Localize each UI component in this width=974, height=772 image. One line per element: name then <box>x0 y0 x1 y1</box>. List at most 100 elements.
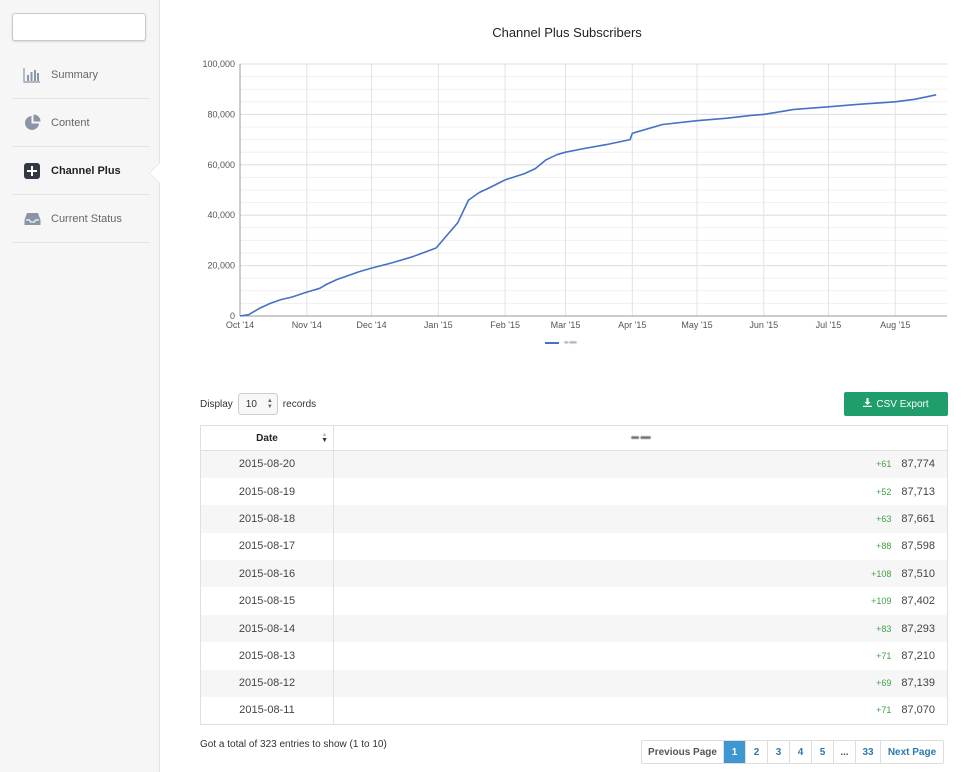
records-label: records <box>282 398 317 410</box>
subscribers-table: Date ▲ ▼ ••• •••• 2015-08-20 +61 87,774 2015… <box>200 425 948 725</box>
pie-chart-icon <box>23 114 41 132</box>
x-tick-label: Aug '15 <box>880 320 910 330</box>
csv-export-button[interactable]: CSV Export <box>844 392 948 416</box>
row-delta: +88 <box>876 541 892 552</box>
row-value-cell: +108 87,510 <box>333 560 948 588</box>
y-tick-label: 100,000 <box>202 59 235 69</box>
x-tick-label: Jan '15 <box>424 320 453 330</box>
table-row: 2015-08-13 +71 87,210 <box>200 642 948 670</box>
pagination: Previous Page 1 2 3 4 5 ... 33 Next Page <box>641 740 944 764</box>
row-total: 87,774 <box>901 458 935 471</box>
row-delta: +108 <box>871 568 892 579</box>
table-row: 2015-08-20 +61 87,774 <box>200 450 948 478</box>
y-tick-label: 20,000 <box>207 261 235 271</box>
value-header-label: ••• •••• <box>630 432 651 444</box>
next-page-button[interactable]: Next Page <box>887 746 937 758</box>
sidebar-item-label: Channel Plus <box>51 164 121 177</box>
row-delta: +109 <box>871 596 892 607</box>
x-tick-label: Nov '14 <box>292 320 322 330</box>
y-tick-label: 60,000 <box>207 160 235 170</box>
row-delta: +63 <box>876 513 892 524</box>
row-date: 2015-08-17 <box>200 532 334 561</box>
x-tick-label: Dec '14 <box>356 320 386 330</box>
x-tick-label: Jun '15 <box>749 320 778 330</box>
row-total: 87,713 <box>901 485 935 498</box>
page-button-5[interactable]: 5 <box>812 741 834 763</box>
table-row: 2015-08-18 +63 87,661 <box>200 505 948 533</box>
records-per-page-select[interactable]: 10 ▲ ▼ <box>237 393 278 415</box>
records-value: 10 <box>245 398 257 410</box>
inbox-icon <box>23 210 41 228</box>
series-line-0 <box>239 94 937 317</box>
row-delta: +71 <box>876 705 892 716</box>
page-button-1[interactable]: 1 <box>724 741 746 763</box>
table-row: 2015-08-12 +69 87,139 <box>200 669 948 698</box>
page-button-33[interactable]: 33 <box>856 741 881 763</box>
sort-desc-icon: ▲ ▼ <box>321 432 328 444</box>
row-date: 2015-08-16 <box>200 560 334 588</box>
sidebar: Summary Content Channel Plus Current Sta… <box>0 0 160 772</box>
table-row: 2015-08-14 +83 87,293 <box>200 614 948 643</box>
legend-label: •• •••• <box>564 338 577 347</box>
legend-line-swatch <box>545 341 559 344</box>
records-control: Display 10 ▲ ▼ records <box>200 393 316 415</box>
x-tick-label: Oct '14 <box>226 320 254 330</box>
x-tick-label: Jul '15 <box>816 320 842 330</box>
page-button-3[interactable]: 3 <box>768 741 790 763</box>
row-value-cell: +109 87,402 <box>334 587 948 614</box>
sidebar-item-label: Summary <box>51 68 99 81</box>
x-tick-label: May '15 <box>681 320 712 330</box>
row-value-cell: +83 87,293 <box>333 614 948 643</box>
row-date: 2015-08-11 <box>200 697 334 725</box>
y-tick-label: 0 <box>230 311 235 321</box>
csv-export-label: CSV Export <box>876 398 929 410</box>
download-icon <box>863 398 873 410</box>
sidebar-item-label: Content <box>51 116 90 129</box>
y-tick-label: 40,000 <box>207 210 235 220</box>
table-row: 2015-08-15 +109 87,402 <box>200 587 948 615</box>
page-button-2[interactable]: 2 <box>746 741 768 763</box>
table-row: 2015-08-11 +71 87,070 <box>200 697 948 725</box>
date-column-header[interactable]: Date ▲ ▼ <box>200 425 334 451</box>
total-entries-text: Got a total of 323 entries to show (1 to… <box>200 739 387 750</box>
row-total: 87,070 <box>901 704 935 717</box>
sidebar-item-summary[interactable]: Summary <box>12 51 150 99</box>
y-tick-label: 80,000 <box>207 109 235 119</box>
row-delta: +52 <box>876 486 892 497</box>
row-delta: +71 <box>876 650 892 661</box>
row-value-cell: +88 87,598 <box>334 533 948 560</box>
row-total: 87,661 <box>901 512 935 525</box>
value-column-header[interactable]: ••• •••• <box>333 425 948 451</box>
row-date: 2015-08-14 <box>200 614 334 643</box>
row-total: 87,210 <box>901 649 935 662</box>
page-button-4[interactable]: 4 <box>790 741 812 763</box>
row-date: 2015-08-19 <box>200 477 334 506</box>
table-row: 2015-08-17 +88 87,598 <box>200 532 948 561</box>
row-total: 87,598 <box>901 540 935 553</box>
display-label: Display <box>200 398 233 410</box>
sidebar-item-channel-plus[interactable]: Channel Plus <box>12 147 150 195</box>
chart-legend[interactable]: •• •••• <box>545 338 577 347</box>
row-total: 87,510 <box>901 567 935 580</box>
bar-chart-icon <box>23 66 41 84</box>
table-header-row: Date ▲ ▼ ••• •••• <box>200 425 948 451</box>
row-value-cell: +52 87,713 <box>334 478 948 505</box>
row-value-cell: +61 87,774 <box>333 450 948 478</box>
row-value-cell: +69 87,139 <box>333 669 948 698</box>
row-date: 2015-08-20 <box>200 450 334 478</box>
account-selector[interactable] <box>12 13 146 41</box>
sidebar-item-current-status[interactable]: Current Status <box>12 195 150 243</box>
table-row: 2015-08-16 +108 87,510 <box>200 560 948 588</box>
page-ellipsis: ... <box>834 741 856 763</box>
active-indicator <box>150 163 160 183</box>
plus-square-icon <box>23 162 41 180</box>
row-value-cell: +71 87,070 <box>334 697 948 724</box>
sidebar-item-content[interactable]: Content <box>12 99 150 147</box>
row-delta: +69 <box>876 678 892 689</box>
select-arrows-icon: ▲ ▼ <box>266 398 273 410</box>
subscribers-line-chart: 0 20,000 40,000 60,000 80,000 100,000 Oct '14 N… <box>202 59 947 330</box>
row-date: 2015-08-18 <box>200 505 334 533</box>
previous-page-button[interactable]: Previous Page <box>642 741 724 763</box>
row-delta: +83 <box>876 623 892 634</box>
chart-title: Channel Plus Subscribers <box>492 25 642 40</box>
